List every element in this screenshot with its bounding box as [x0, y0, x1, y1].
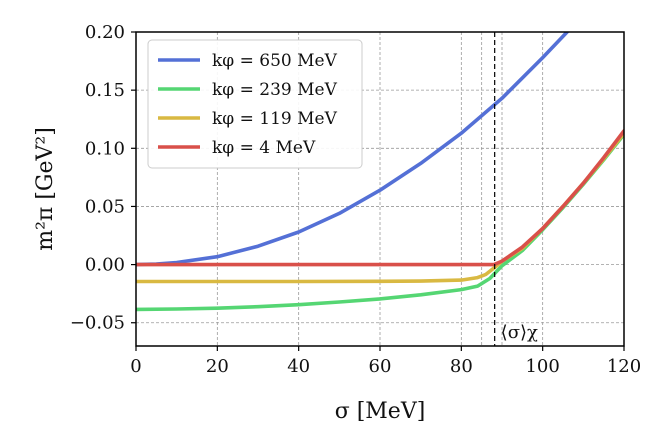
- legend-label: kφ = 119 MeV: [212, 109, 338, 129]
- plot-frame: [135, 31, 625, 347]
- y-axis-label: m²π [GeV²]: [33, 127, 58, 251]
- y-tick-label: 0.05: [85, 196, 125, 217]
- legend-box: [147, 39, 363, 169]
- series-line-3: [136, 129, 624, 267]
- x-tick-label: 20: [206, 356, 229, 377]
- x-axis-label: σ [MeV]: [335, 399, 426, 424]
- y-tick-label: 0.20: [85, 22, 125, 43]
- y-tick-label: 0.15: [85, 80, 125, 101]
- x-tick-label: 0: [130, 356, 141, 377]
- series-line-0: [136, 32, 569, 267]
- ticks: 0 20 40 60 80 100 120 −0.05 0.00 0.05 0.10 0.15 0.20: [70, 22, 641, 377]
- legend-label: kφ = 650 MeV: [212, 51, 338, 71]
- x-tick-label: 80: [450, 356, 473, 377]
- series-group: [136, 32, 624, 312]
- x-tick-label: 100: [525, 356, 559, 377]
- legend: kφ = 650 MeV kφ = 239 MeV kφ = 119 MeV kφ =…: [147, 39, 363, 169]
- x-tick-label: 40: [287, 356, 310, 377]
- y-tick-label: 0.00: [85, 255, 125, 276]
- annotation-group: ⟨σ⟩χ: [494, 32, 538, 346]
- sigma-chi-annotation: ⟨σ⟩χ: [501, 322, 538, 343]
- y-tick-label: −0.05: [70, 313, 125, 334]
- legend-label: kφ = 239 MeV: [212, 80, 338, 100]
- y-tick-label: 0.10: [85, 138, 125, 159]
- legend-label: kφ = 4 MeV: [212, 138, 316, 158]
- x-tick-label: 60: [369, 356, 392, 377]
- x-tick-label: 120: [607, 356, 641, 377]
